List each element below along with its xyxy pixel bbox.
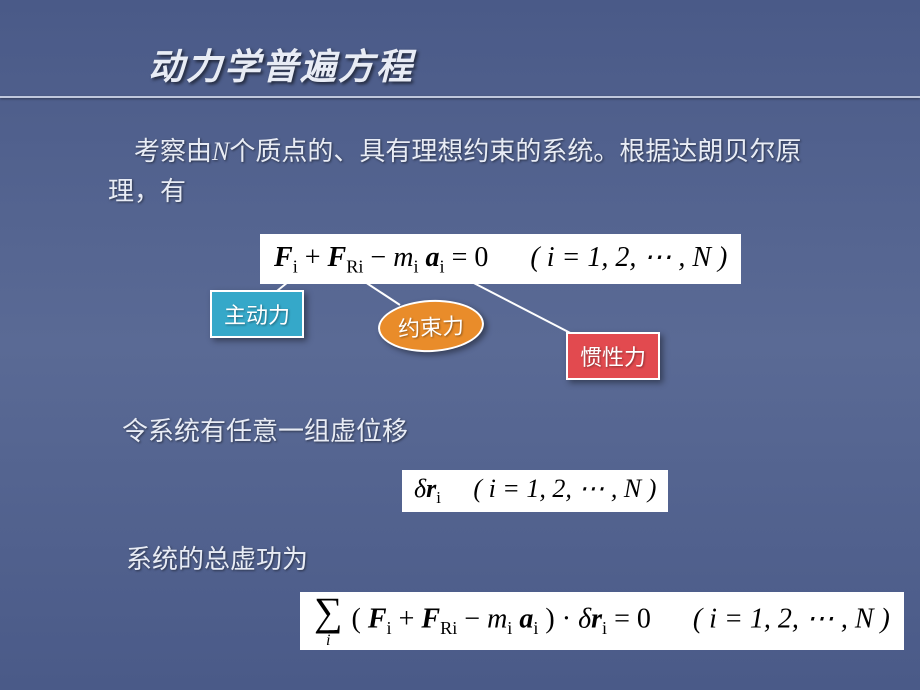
eq3-r: r — [591, 603, 602, 634]
eq1-ai-sub: i — [440, 257, 445, 277]
equation-2: δri ( i = 1, 2, ⋯ , N ) — [402, 470, 668, 512]
eq1-ai: a — [426, 242, 440, 273]
para1-N: N — [212, 137, 229, 166]
label-inertial-force: 惯性力 — [566, 332, 660, 380]
label-constraint-force: 约束力 — [377, 297, 486, 354]
eq3-r-sub: i — [602, 618, 607, 638]
eq3-minus: − — [464, 603, 480, 634]
eq3-FRi-sub: Ri — [440, 618, 457, 638]
eq2-r: r — [426, 474, 436, 503]
eq3-sum-sub: i — [326, 632, 330, 650]
eq3-plus: + — [399, 603, 415, 634]
eq3-Fi: F — [368, 603, 387, 634]
eq1-FRi: F — [328, 242, 347, 273]
eq3-close: ) — [545, 603, 554, 634]
eq1-plus: + — [305, 242, 321, 273]
eq3-dot: · — [562, 603, 571, 634]
eq1-mi: m — [393, 242, 413, 273]
eq3-sum-wrap: ∑ i — [314, 592, 343, 650]
paragraph-2: 令系统有任意一组虚位移 — [122, 412, 408, 452]
eq1-range: ( i = 1, 2, ⋯ , N ) — [530, 242, 727, 273]
eq1-Fi-sub: i — [293, 257, 298, 277]
eq3-ai: a — [519, 603, 533, 634]
eq3-delta: δ — [578, 603, 591, 634]
eq2-range: ( i = 1, 2, ⋯ , N ) — [473, 474, 656, 503]
eq3-range: ( i = 1, 2, ⋯ , N ) — [693, 603, 890, 634]
eq3-ai-sub: i — [533, 618, 538, 638]
para1-pre: 考察由 — [134, 137, 212, 166]
equation-1: Fi + FRi − mi ai = 0 ( i = 1, 2, ⋯ , N ) — [260, 234, 741, 284]
eq1-eqzero: = 0 — [452, 242, 489, 273]
eq3-mi: m — [487, 603, 507, 634]
eq3-open: ( — [352, 603, 361, 634]
paragraph-3: 系统的总虚功为 — [126, 540, 308, 580]
eq1-mi-sub: i — [413, 257, 418, 277]
eq3-sigma: ∑ — [314, 592, 343, 632]
eq3-mi-sub: i — [507, 618, 512, 638]
eq1-FRi-sub: Ri — [346, 257, 363, 277]
eq2-r-sub: i — [436, 488, 441, 507]
equation-3: ∑ i ( Fi + FRi − mi ai ) · δri = 0 ( i =… — [300, 592, 904, 650]
title-underline — [0, 96, 920, 98]
eq1-Fi: F — [274, 242, 293, 273]
eq2-delta: δ — [414, 474, 426, 503]
title-area: 动力学普遍方程 — [0, 0, 920, 108]
eq3-eqzero: = 0 — [614, 603, 651, 634]
eq1-minus: − — [370, 242, 386, 273]
paragraph-1: 考察由N个质点的、具有理想约束的系统。根据达朗贝尔原理，有 — [108, 132, 808, 213]
label-active-force: 主动力 — [210, 290, 304, 338]
page-title: 动力学普遍方程 — [148, 38, 920, 90]
eq3-Fi-sub: i — [387, 618, 392, 638]
eq3-FRi: F — [421, 603, 440, 634]
